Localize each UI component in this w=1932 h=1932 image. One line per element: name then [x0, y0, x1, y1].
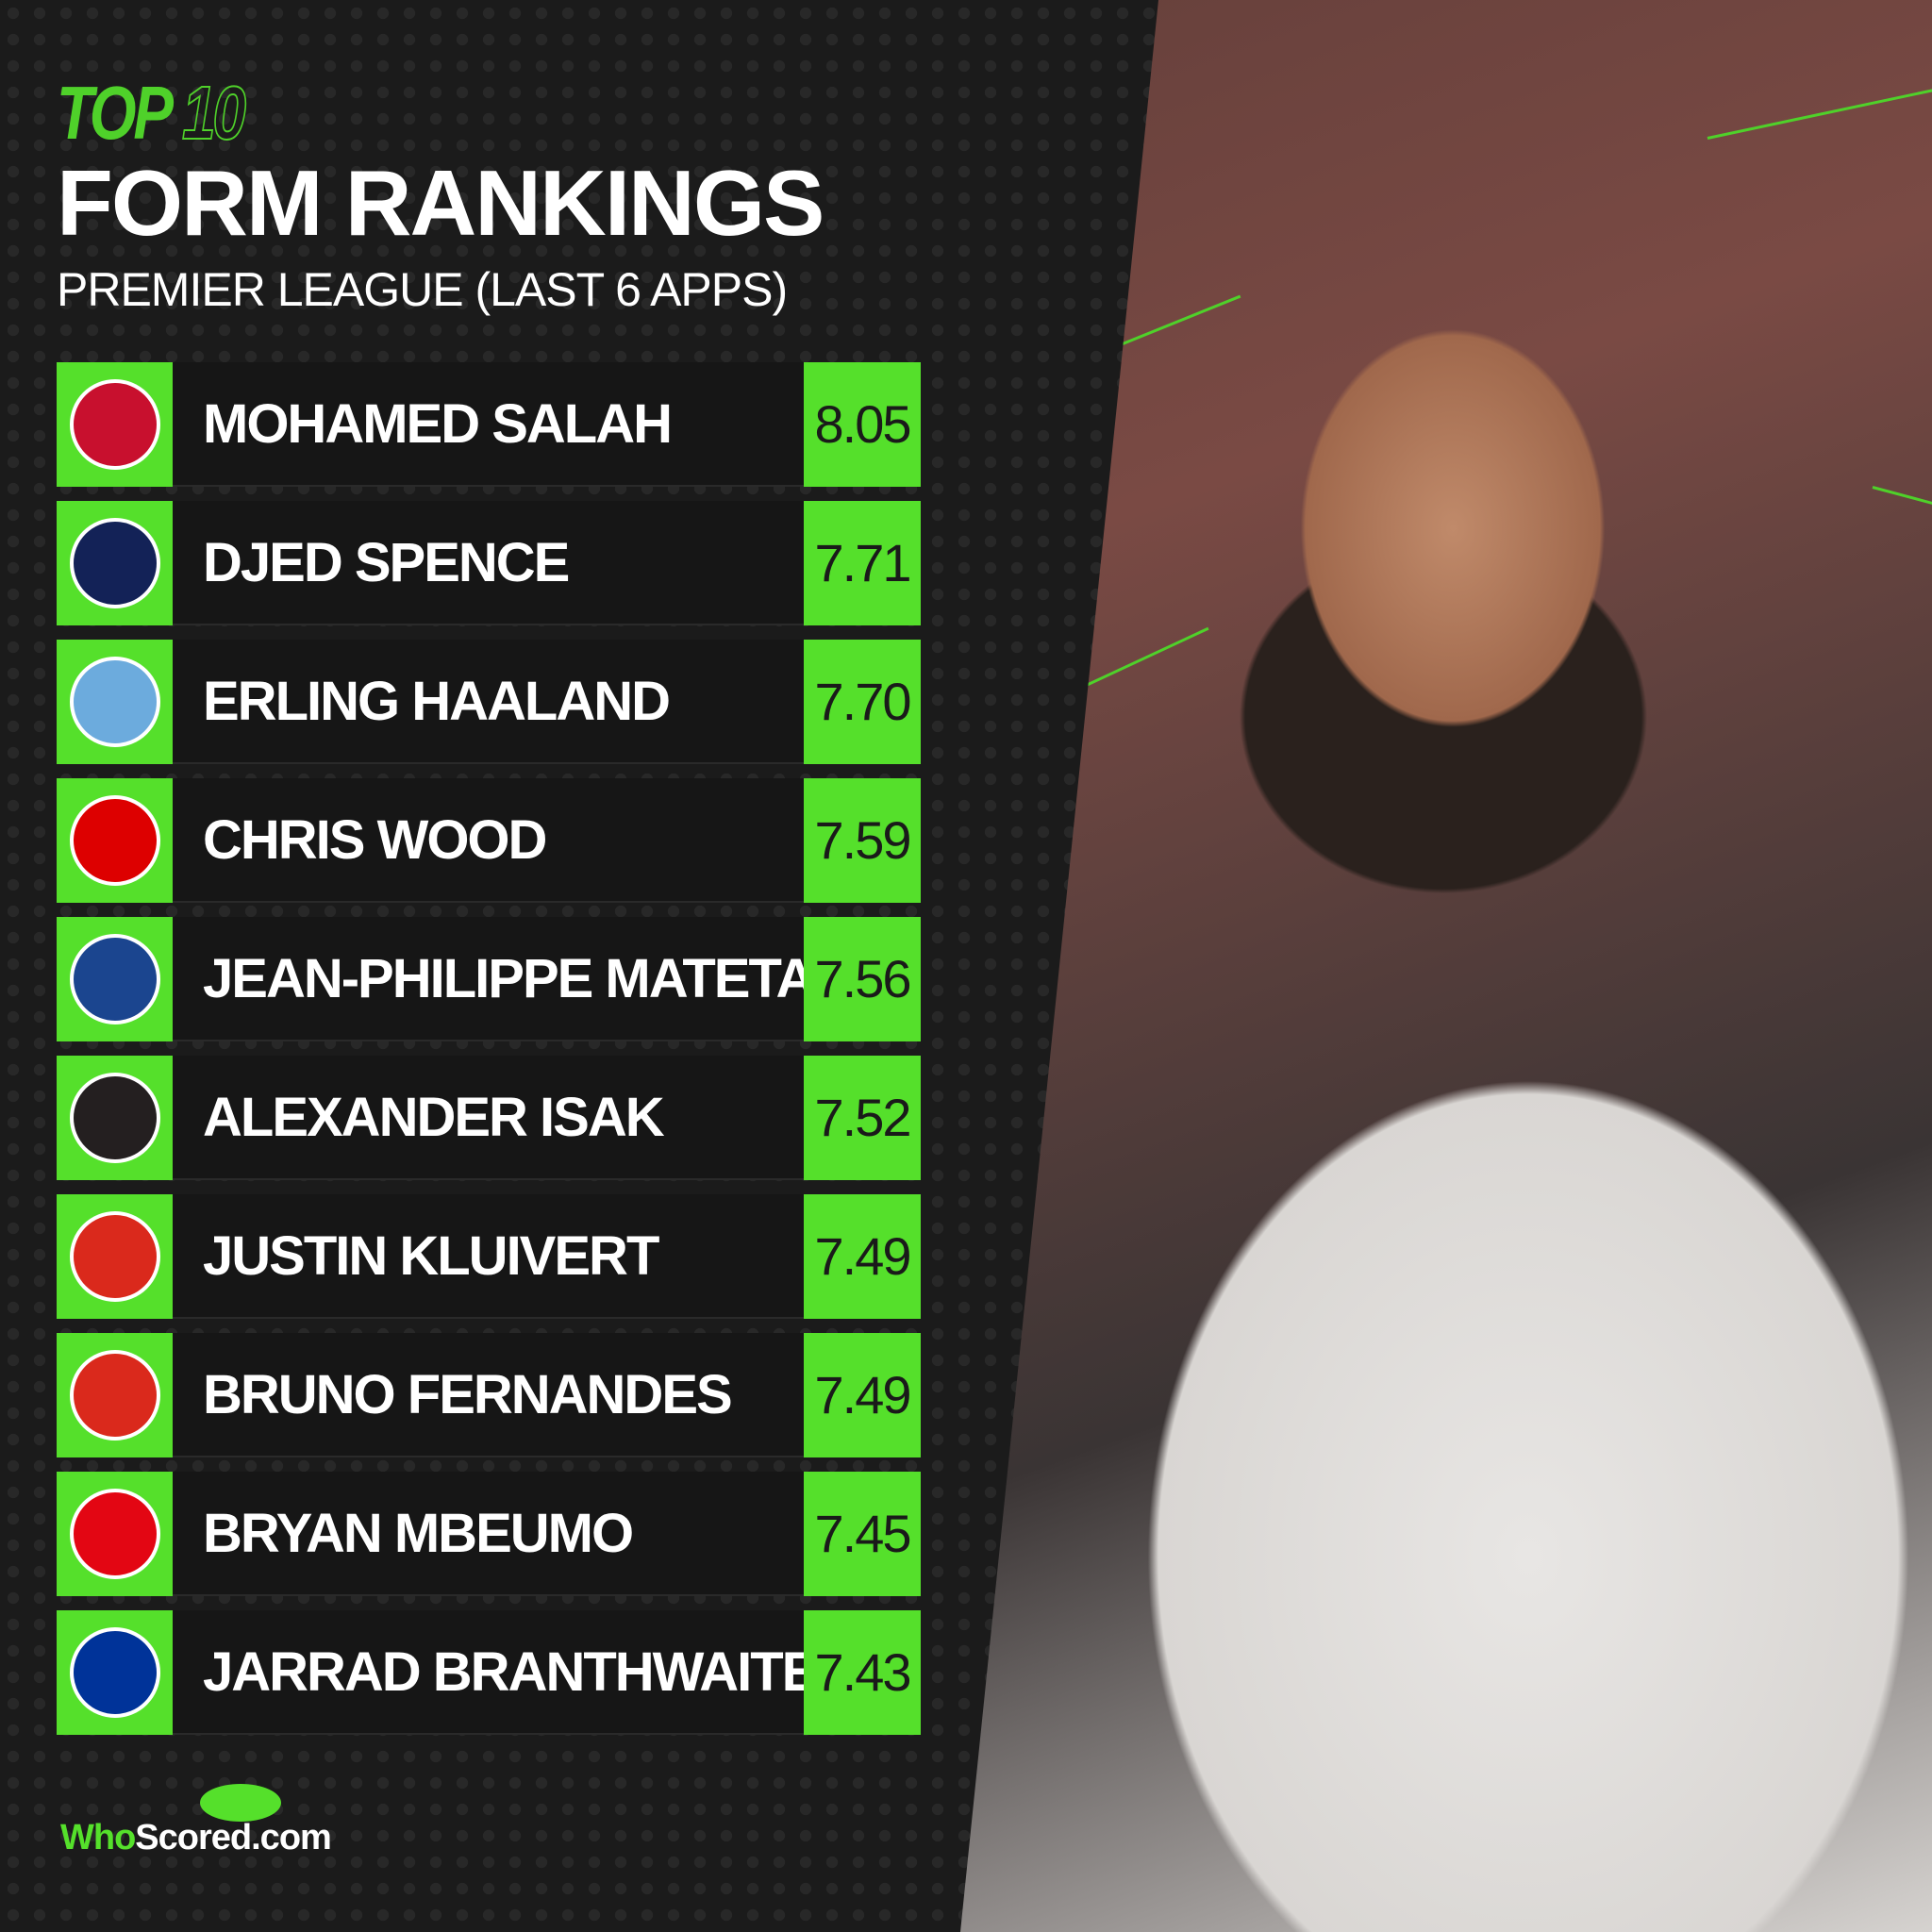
ranking-row: MOHAMED SALAH 8.05	[57, 362, 921, 487]
row-band	[173, 778, 804, 903]
nottingham-forest-crest-icon	[69, 795, 160, 886]
page-subtitle: PREMIER LEAGUE (LAST 6 APPS)	[57, 263, 788, 316]
player-rating: 7.45	[804, 1472, 921, 1596]
newcastle-crest-icon	[69, 1073, 160, 1163]
crest-badge	[57, 1333, 173, 1457]
row-band	[173, 917, 804, 1041]
row-band	[173, 1472, 804, 1596]
player-name: JEAN-PHILIPPE MATETA	[203, 948, 815, 1009]
crest-badge	[57, 362, 173, 487]
player-rating: 7.43	[804, 1610, 921, 1735]
ranking-row: JEAN-PHILIPPE MATETA 7.56	[57, 917, 921, 1041]
row-band	[173, 362, 804, 487]
crest-badge	[57, 778, 173, 903]
player-name: DJED SPENCE	[203, 532, 570, 593]
ranking-row: ERLING HAALAND 7.70	[57, 640, 921, 764]
ranking-row: JUSTIN KLUIVERT 7.49	[57, 1194, 921, 1319]
man-city-crest-icon	[69, 657, 160, 747]
crest-badge	[57, 1472, 173, 1596]
everton-crest-icon	[69, 1627, 160, 1718]
player-rating: 7.56	[804, 917, 921, 1041]
player-name: CHRIS WOOD	[203, 809, 547, 871]
ranking-row: CHRIS WOOD 7.59	[57, 778, 921, 903]
player-name: BRYAN MBEUMO	[203, 1503, 634, 1564]
tottenham-crest-icon	[69, 518, 160, 608]
player-rating: 7.49	[804, 1333, 921, 1457]
player-rating: 8.05	[804, 362, 921, 487]
crystal-palace-crest-icon	[69, 934, 160, 1024]
bournemouth-crest-icon	[69, 1211, 160, 1302]
crest-badge	[57, 1056, 173, 1180]
liverpool-crest-icon	[69, 379, 160, 470]
whoscored-logo: WhoScored.com	[60, 1784, 332, 1857]
player-rating: 7.59	[804, 778, 921, 903]
row-band	[173, 501, 804, 625]
ranking-row: JARRAD BRANTHWAITE 7.43	[57, 1610, 921, 1735]
ranking-row: ALEXANDER ISAK 7.52	[57, 1056, 921, 1180]
crest-badge	[57, 501, 173, 625]
ranking-row: DJED SPENCE 7.71	[57, 501, 921, 625]
top-10-label: TOP 10	[57, 71, 247, 155]
question-mark-icon	[200, 1784, 281, 1822]
player-rating: 7.52	[804, 1056, 921, 1180]
player-name: ALEXANDER ISAK	[203, 1087, 665, 1148]
ranking-row: BRYAN MBEUMO 7.45	[57, 1472, 921, 1596]
player-rating: 7.70	[804, 640, 921, 764]
brentford-crest-icon	[69, 1489, 160, 1579]
player-name: ERLING HAALAND	[203, 671, 671, 732]
page-title: FORM RANKINGS	[57, 151, 824, 255]
player-name: BRUNO FERNANDES	[203, 1364, 733, 1425]
player-rating: 7.49	[804, 1194, 921, 1319]
row-band	[173, 640, 804, 764]
row-band	[173, 1056, 804, 1180]
row-band	[173, 1333, 804, 1457]
header: TOP 10 FORM RANKINGS PREMIER LEAGUE (LAS…	[57, 71, 824, 316]
crest-badge	[57, 640, 173, 764]
row-band	[173, 1194, 804, 1319]
player-name: JARRAD BRANTHWAITE	[203, 1641, 818, 1703]
player-name: JUSTIN KLUIVERT	[203, 1225, 659, 1287]
row-band	[173, 1610, 804, 1735]
crest-badge	[57, 1194, 173, 1319]
crest-badge	[57, 1610, 173, 1735]
ranking-row: BRUNO FERNANDES 7.49	[57, 1333, 921, 1457]
man-united-crest-icon	[69, 1350, 160, 1441]
player-rating: 7.71	[804, 501, 921, 625]
player-name: MOHAMED SALAH	[203, 393, 673, 455]
crest-badge	[57, 917, 173, 1041]
